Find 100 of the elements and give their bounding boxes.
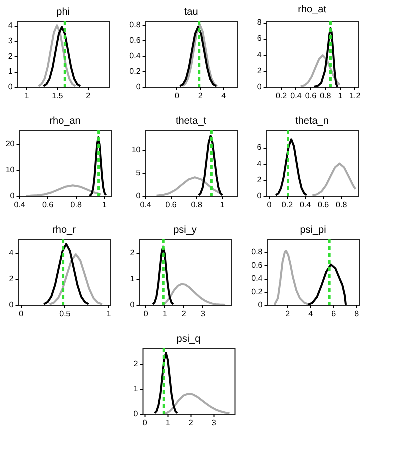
- chart-title: tau: [184, 6, 198, 18]
- x-tick-label: 2: [86, 92, 92, 100]
- chart-title: theta_n: [296, 116, 329, 127]
- y-tick-label: 10: [6, 166, 16, 175]
- x-tick-label: 0.8: [320, 92, 332, 100]
- x-tick-label: 2: [182, 310, 187, 318]
- y-tick-label: 0: [257, 82, 262, 92]
- line-series: [313, 27, 339, 87]
- y-tick-label: 0: [134, 410, 139, 418]
- x-tick-label: 0.4: [300, 200, 312, 210]
- x-tick-label: 0: [144, 310, 149, 318]
- chart-title: psi_pi: [300, 225, 326, 236]
- y-tick-label: 8: [257, 18, 262, 28]
- y-tick-label: 4: [257, 50, 262, 60]
- x-tick-label: 2: [188, 418, 194, 428]
- line-series: [43, 243, 90, 305]
- x-tick-label: 1: [102, 200, 108, 210]
- chart-title: rho_at: [298, 4, 327, 16]
- x-tick-label: 1: [106, 310, 112, 318]
- y-tick-label: 4: [8, 21, 14, 30]
- chart-title: psi_y: [174, 225, 197, 236]
- x-tick-label: 3: [200, 310, 206, 318]
- x-tick-label: 1: [24, 92, 30, 100]
- x-tick-label: 0.6: [42, 200, 54, 210]
- x-tick-label: 0: [142, 418, 148, 428]
- chart-title: rho_an: [50, 116, 81, 127]
- y-tick-label: 3: [8, 36, 14, 46]
- x-tick-label: 0.8: [336, 200, 348, 210]
- line-series: [307, 264, 348, 305]
- line-series: [25, 184, 102, 196]
- x-tick-label: 0.6: [318, 200, 330, 210]
- chart-title: phi: [56, 7, 70, 18]
- x-tick-label: 0.6: [305, 92, 318, 100]
- y-tick-label: 1: [134, 384, 139, 394]
- line-series: [274, 250, 312, 305]
- line-series: [154, 352, 178, 414]
- y-tick-label: 20: [6, 140, 16, 149]
- y-tick-label: 0: [10, 192, 16, 200]
- x-tick-label: 0.5: [60, 310, 72, 318]
- x-tick-label: 1: [162, 310, 168, 318]
- line-series: [38, 24, 77, 87]
- y-tick-label: 0: [257, 192, 262, 200]
- x-tick-label: 1: [338, 92, 344, 100]
- x-tick-label: 1.2: [350, 92, 362, 100]
- x-tick-label: 0.8: [70, 200, 82, 210]
- y-tick-label: 2: [130, 248, 136, 258]
- y-tick-label: 2: [257, 175, 262, 184]
- y-tick-label: 0: [136, 82, 142, 92]
- x-tick-label: 2: [286, 310, 291, 318]
- y-tick-label: 0.8: [130, 20, 142, 30]
- line-series: [152, 246, 174, 305]
- x-tick-label: 1.5: [52, 92, 64, 100]
- x-tick-label: 0: [19, 310, 24, 318]
- y-tick-label: 4: [257, 159, 262, 168]
- y-tick-label: 2: [134, 360, 139, 369]
- y-tick-label: 6: [257, 34, 262, 44]
- line-series: [312, 162, 357, 196]
- y-tick-label: 5: [136, 168, 142, 178]
- y-tick-label: 0: [136, 192, 142, 200]
- line-series: [164, 393, 231, 414]
- y-tick-label: 0.8: [252, 248, 264, 257]
- line-series: [300, 54, 341, 87]
- y-tick-label: 10: [132, 145, 142, 154]
- x-tick-label: 3: [212, 418, 217, 428]
- y-tick-label: 0.4: [130, 51, 142, 60]
- x-tick-label: 0.2: [276, 92, 288, 100]
- x-tick-label: 2: [198, 92, 204, 100]
- line-series: [48, 254, 104, 305]
- y-tick-label: 6: [257, 143, 262, 152]
- chart-title: theta_t: [176, 116, 207, 127]
- y-tick-label: 0.4: [252, 274, 264, 284]
- x-tick-label: 4: [308, 310, 314, 318]
- x-tick-label: 0: [267, 200, 272, 210]
- x-tick-label: 4: [222, 92, 227, 100]
- line-series: [162, 283, 227, 305]
- x-tick-label: 0.6: [166, 200, 178, 210]
- y-tick-label: 2: [257, 66, 262, 76]
- x-tick-label: 6: [332, 310, 337, 318]
- y-tick-label: 4: [9, 248, 14, 258]
- y-tick-label: 2: [9, 274, 14, 284]
- y-tick-label: 0: [9, 300, 14, 310]
- x-tick-label: 1: [220, 200, 226, 210]
- y-tick-label: 0.6: [252, 260, 264, 270]
- line-series: [156, 176, 222, 196]
- chart-title: psi_q: [176, 334, 201, 345]
- x-tick-label: 0.2: [282, 200, 294, 210]
- y-tick-label: 2: [8, 52, 14, 61]
- x-tick-label: 0: [175, 92, 180, 100]
- y-tick-label: 0.2: [130, 66, 142, 76]
- line-series: [42, 26, 82, 87]
- x-tick-label: 1: [166, 418, 171, 428]
- y-tick-label: 1: [8, 67, 14, 76]
- y-tick-label: 1: [130, 274, 136, 284]
- y-tick-label: 0.2: [252, 287, 264, 296]
- chart-title: rho_r: [52, 225, 77, 236]
- y-tick-label: 0: [8, 82, 14, 92]
- y-tick-label: 0.6: [130, 36, 142, 45]
- y-tick-label: 0: [130, 300, 136, 310]
- x-tick-label: 0.4: [290, 92, 302, 100]
- y-tick-label: 0: [258, 300, 264, 310]
